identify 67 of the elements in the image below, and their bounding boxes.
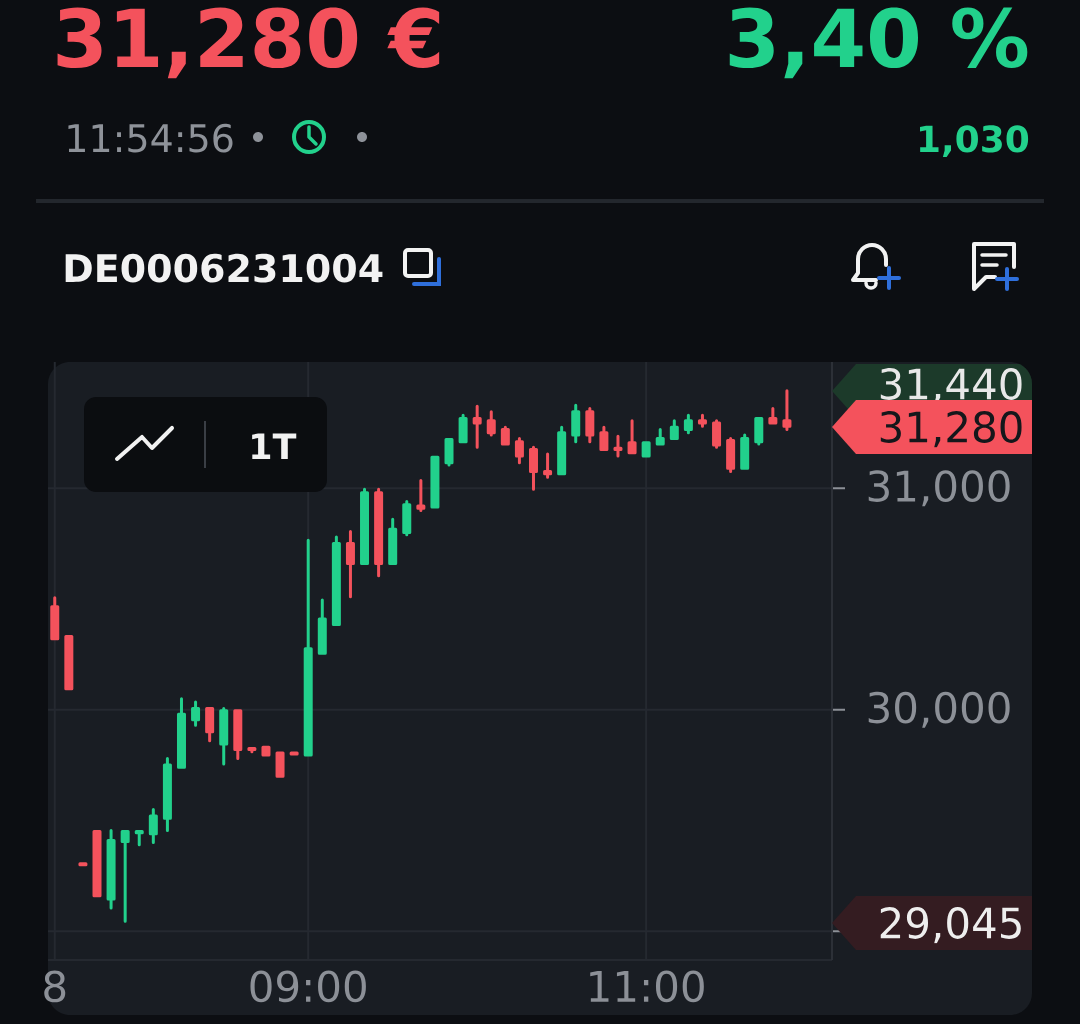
candlestick [233, 709, 243, 760]
candlestick [571, 403, 581, 444]
candlestick [374, 487, 384, 578]
candlestick [219, 707, 229, 766]
candlestick [303, 538, 313, 757]
candlestick [345, 529, 355, 599]
candlestick [627, 419, 637, 455]
candlestick [613, 434, 623, 458]
x-tick-label: 11:00 [590, 970, 704, 1003]
chart-title: DE0006231004 [65, 253, 383, 283]
text: 11:54:56 [68, 123, 233, 153]
candlestick [782, 389, 792, 432]
candlestick [557, 425, 567, 476]
candlestick [64, 635, 74, 691]
x-tick-label: 09:00 [250, 970, 366, 1003]
candlestick [430, 455, 440, 509]
candlestick [360, 487, 370, 566]
candlestick [176, 697, 186, 769]
candlestick [768, 407, 778, 425]
candlestick [514, 436, 524, 465]
candlestick [317, 598, 327, 655]
annotation: 1T [252, 433, 297, 459]
candlestick [261, 745, 271, 757]
candlestick [134, 830, 144, 847]
candlestick [669, 419, 679, 440]
candlestick [275, 751, 285, 778]
candlestick [458, 413, 468, 444]
text: 1,030 [920, 125, 1029, 158]
candlestick [683, 413, 693, 435]
text: 31,280 € [57, 7, 440, 79]
candlestick [106, 828, 116, 910]
candlestick [754, 416, 764, 446]
candlestick [712, 419, 722, 449]
candlestick [162, 756, 172, 832]
candlestick [655, 428, 665, 446]
candlestick [191, 700, 201, 727]
text: 3,40 % [729, 7, 1028, 79]
candlestick [486, 410, 496, 437]
candlestick [148, 807, 158, 845]
x-tick-label: 8 [44, 970, 66, 1003]
candlestick [388, 517, 398, 566]
candlestick [205, 707, 215, 743]
y-tick-label: 30,000 [868, 691, 1010, 728]
candlestick [641, 441, 651, 458]
text: 31,440 [880, 368, 1022, 405]
candlestick [78, 862, 88, 867]
candlestick [289, 751, 299, 756]
candlestick [726, 436, 736, 474]
candlestick [331, 535, 341, 626]
candlestick [472, 404, 482, 449]
candlestick [585, 407, 595, 444]
candlestick [247, 746, 257, 754]
candlestick [500, 425, 510, 446]
text: 31,280 [880, 411, 1022, 448]
candlestick [543, 452, 553, 479]
y-tick-label: 31,000 [868, 470, 1010, 507]
candlestick [416, 478, 426, 512]
candlestick [92, 830, 102, 898]
candlestick [599, 425, 609, 451]
candlestick [528, 445, 538, 491]
candlestick [697, 413, 707, 428]
candlestick [120, 830, 130, 923]
text: 29,045 [880, 907, 1021, 944]
candlestick [402, 500, 412, 537]
candlestick [740, 433, 750, 470]
candlestick [444, 438, 454, 467]
candlestick [50, 596, 60, 641]
